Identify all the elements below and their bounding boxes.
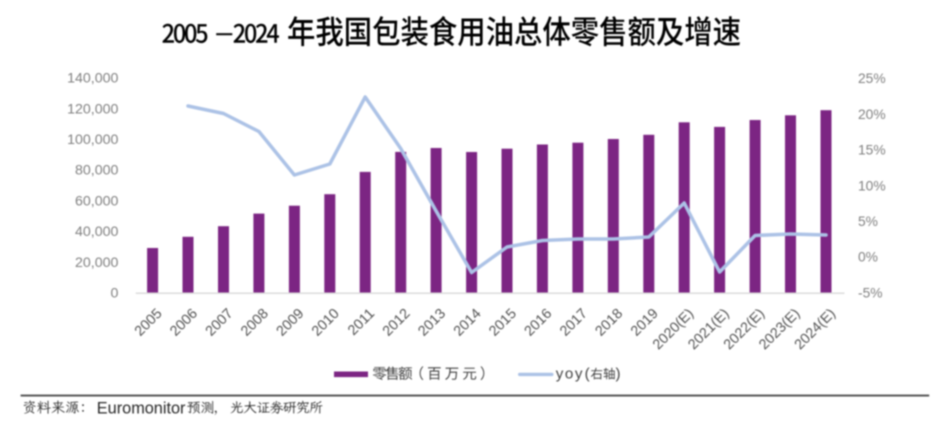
svg-text:5%: 5% [858, 214, 878, 229]
svg-text:140,000: 140,000 [67, 71, 118, 87]
svg-text:-5%: -5% [858, 285, 883, 300]
svg-text:Euromonitor: Euromonitor [97, 399, 186, 417]
svg-text:0%: 0% [858, 250, 878, 265]
svg-text:60,000: 60,000 [75, 193, 119, 209]
svg-text:80,000: 80,000 [75, 163, 119, 179]
svg-text:0: 0 [111, 286, 119, 302]
svg-text:10%: 10% [858, 178, 886, 193]
svg-text:): ) [616, 366, 621, 383]
svg-text:100,000: 100,000 [67, 132, 118, 148]
svg-text:20,000: 20,000 [75, 255, 119, 271]
svg-text:20%: 20% [858, 107, 886, 122]
svg-text:15%: 15% [858, 143, 886, 158]
svg-text:(: ( [585, 366, 590, 383]
svg-text:40,000: 40,000 [75, 224, 119, 240]
svg-text:25%: 25% [858, 71, 886, 86]
svg-text:yoy: yoy [556, 366, 584, 383]
svg-text:120,000: 120,000 [67, 101, 118, 117]
